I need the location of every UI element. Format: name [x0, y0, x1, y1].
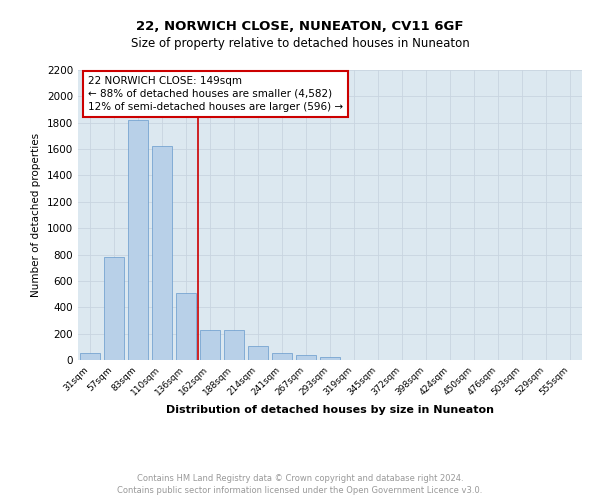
- Bar: [224, 330, 244, 360]
- Bar: [320, 356, 340, 360]
- Bar: [296, 356, 316, 360]
- Text: 22 NORWICH CLOSE: 149sqm
← 88% of detached houses are smaller (4,582)
12% of sem: 22 NORWICH CLOSE: 149sqm ← 88% of detach…: [88, 76, 343, 112]
- Bar: [104, 257, 124, 360]
- Text: 22, NORWICH CLOSE, NUNEATON, CV11 6GF: 22, NORWICH CLOSE, NUNEATON, CV11 6GF: [136, 20, 464, 33]
- Bar: [152, 146, 172, 360]
- Text: Size of property relative to detached houses in Nuneaton: Size of property relative to detached ho…: [131, 38, 469, 51]
- Bar: [272, 353, 292, 360]
- Text: Contains HM Land Registry data © Crown copyright and database right 2024.
Contai: Contains HM Land Registry data © Crown c…: [118, 474, 482, 495]
- Bar: [128, 120, 148, 360]
- Bar: [176, 293, 196, 360]
- Y-axis label: Number of detached properties: Number of detached properties: [31, 133, 41, 297]
- X-axis label: Distribution of detached houses by size in Nuneaton: Distribution of detached houses by size …: [166, 406, 494, 415]
- Bar: [80, 354, 100, 360]
- Bar: [248, 346, 268, 360]
- Bar: [200, 330, 220, 360]
